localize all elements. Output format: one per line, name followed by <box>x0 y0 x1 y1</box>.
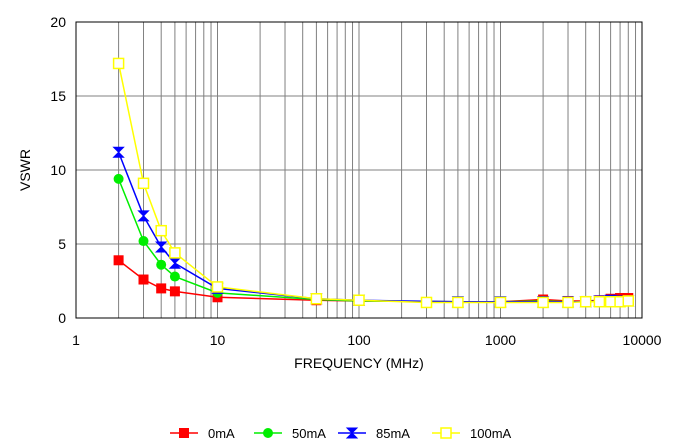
data-point <box>168 257 182 269</box>
data-point <box>169 286 180 297</box>
data-point <box>310 293 323 305</box>
data-point <box>169 247 181 259</box>
data-point <box>593 295 606 308</box>
series-0mA <box>118 259 629 303</box>
legend-label: 50mA <box>292 426 326 441</box>
series-layer <box>112 57 635 309</box>
data-point <box>113 173 124 184</box>
data-point <box>452 296 464 309</box>
data-point <box>211 281 224 293</box>
data-point <box>137 177 150 190</box>
data-point <box>353 294 365 306</box>
data-point <box>345 427 359 439</box>
y-tick-label: 0 <box>58 310 66 326</box>
data-point <box>579 295 592 308</box>
y-tick-label: 5 <box>58 236 66 252</box>
data-point <box>138 274 149 285</box>
y-tick-label: 15 <box>50 88 66 104</box>
x-tick-label: 100 <box>347 332 371 348</box>
y-tick-label: 10 <box>50 162 66 178</box>
x-tick-label: 10 <box>210 332 226 348</box>
data-point <box>138 236 149 247</box>
data-point <box>156 259 167 270</box>
tick-labels: 1 10 100 1000 10000 0 5 10 15 20 <box>50 14 661 348</box>
legend-item: 100mA <box>432 426 512 441</box>
data-point <box>537 296 549 309</box>
series-50mA <box>117 178 629 303</box>
grid-lines <box>76 22 642 318</box>
series-85mA <box>117 151 629 303</box>
data-point <box>112 146 125 158</box>
data-point <box>112 57 125 70</box>
data-point <box>562 296 574 309</box>
legend: 0mA 50mA 85mA 100mA <box>170 426 512 441</box>
data-point <box>263 428 273 438</box>
series-line <box>117 63 629 304</box>
series-100mA <box>117 63 629 304</box>
data-point <box>156 283 167 294</box>
data-point <box>420 296 433 309</box>
data-point <box>169 271 180 282</box>
data-point <box>154 241 168 253</box>
series-markers-100mA <box>112 57 635 309</box>
legend-item: 50mA <box>254 426 326 441</box>
series-markers-0mA <box>113 255 634 307</box>
x-tick-label: 10000 <box>623 332 662 348</box>
data-point <box>113 255 124 266</box>
data-point <box>604 295 617 308</box>
legend-item: 0mA <box>170 426 235 441</box>
plot-frame <box>75 21 643 319</box>
x-tick-label: 1 <box>72 332 80 348</box>
data-point <box>494 296 507 309</box>
legend-item: 85mA <box>338 426 410 441</box>
x-axis-title: FREQUENCY (MHz) <box>294 355 424 371</box>
data-point <box>440 427 452 439</box>
y-tick-label: 20 <box>50 14 66 30</box>
data-point <box>155 224 167 237</box>
series-markers-50mA <box>113 173 634 307</box>
data-point <box>137 210 150 222</box>
x-tick-label: 1000 <box>485 332 516 348</box>
data-point <box>179 428 189 438</box>
series-line <box>117 178 629 303</box>
legend-label: 0mA <box>208 426 235 441</box>
legend-label: 85mA <box>376 426 410 441</box>
series-line <box>117 151 629 303</box>
y-axis-title: VSWR <box>17 149 33 191</box>
series-line <box>118 259 629 303</box>
data-point <box>622 295 635 307</box>
legend-label: 100mA <box>470 426 512 441</box>
